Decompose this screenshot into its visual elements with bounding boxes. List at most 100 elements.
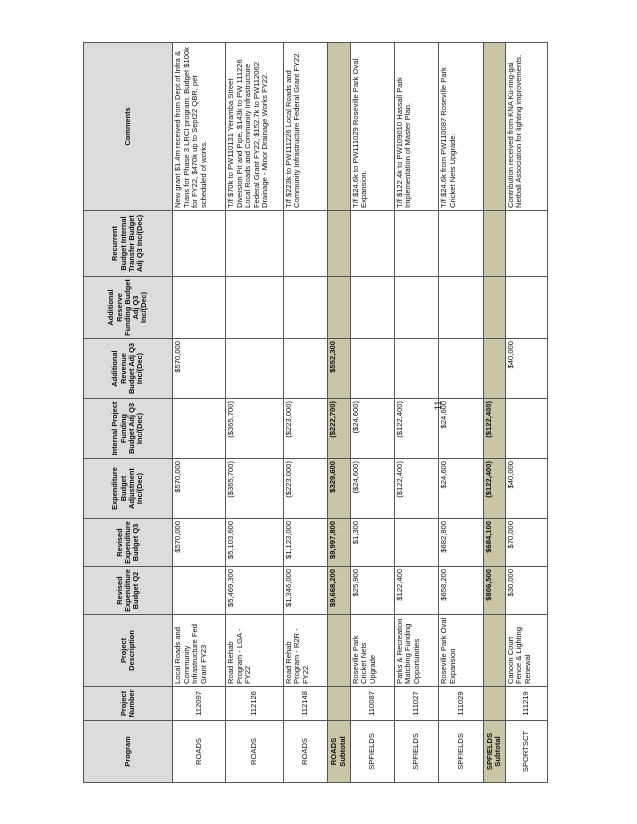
cell-expenditure-adjustment: $40,000 bbox=[505, 458, 548, 519]
cell-comments bbox=[483, 42, 506, 211]
cell-comments: Contribution received from KNA Ku-ring-g… bbox=[505, 42, 548, 211]
cell-expenditure-adjustment: ($223,000) bbox=[283, 458, 328, 519]
cell-additional-revenue bbox=[438, 338, 484, 399]
cell-additional-reserve bbox=[505, 276, 548, 339]
header-revised-q2: Revised Expenditure Budget Q2 bbox=[83, 566, 173, 615]
cell-project-description: Canoon Court Fence & Lighting Renewal bbox=[505, 614, 548, 687]
header-internal-project-funding: Internal Project Funding Budget Adj Q3 I… bbox=[83, 398, 173, 459]
table-row: SPFIELDS 111027 Parks & Recreation Matchin… bbox=[394, 42, 439, 783]
cell-internal-project-funding: ($122,400) bbox=[483, 398, 506, 459]
cell-project-description: Roseville Park Oval Expansion bbox=[438, 614, 484, 687]
cell-revised-q3: $570,000 bbox=[172, 518, 226, 567]
cell-recurrent-budget bbox=[350, 210, 395, 277]
cell-expenditure-adjustment: $570,000 bbox=[172, 458, 226, 519]
header-project-description: Project Description bbox=[83, 614, 173, 687]
cell-expenditure-adjustment: $329,600 bbox=[327, 458, 350, 519]
cell-expenditure-adjustment: ($365,700) bbox=[225, 458, 284, 519]
cell-project-number: 110087 bbox=[350, 686, 395, 721]
header-revised-q3: Revised Expenditure Budget Q3 bbox=[83, 518, 173, 567]
cell-additional-revenue bbox=[483, 338, 506, 399]
cell-comments: T/f $122.4k to PW109010 Hassall Park Imp… bbox=[394, 42, 439, 211]
table-row: ROADS 112126 Road Rehab Program - LGA - FY… bbox=[225, 42, 284, 783]
cell-program: ROADS bbox=[172, 720, 226, 783]
cell-additional-reserve bbox=[225, 276, 284, 339]
cell-additional-reserve bbox=[172, 276, 226, 339]
table-row: SPORTSCT 111219 Canoon Court Fence & Light… bbox=[505, 42, 548, 783]
table-row: SPFIELDS 110087 Roseville Park Cricket Net… bbox=[350, 42, 395, 783]
cell-internal-project-funding: ($365,700) bbox=[225, 398, 284, 459]
cell-program: SPFIELDS bbox=[350, 720, 395, 783]
cell-revised-q3: $682,800 bbox=[438, 518, 484, 567]
cell-additional-revenue: $552,300 bbox=[327, 338, 350, 399]
cell-recurrent-budget bbox=[327, 210, 350, 277]
cell-expenditure-adjustment: ($122,400) bbox=[394, 458, 439, 519]
cell-additional-revenue bbox=[394, 338, 439, 399]
cell-revised-q2: $1,346,000 bbox=[283, 566, 328, 615]
header-additional-revenue: Additional Revenue Budget Adj Q3 Inc/(De… bbox=[83, 338, 173, 399]
cell-comments: New grant $1.4m received from Dept of In… bbox=[172, 42, 226, 211]
cell-additional-reserve bbox=[483, 276, 506, 339]
cell-program: SPFIELDS bbox=[438, 720, 484, 783]
header-expenditure-adjustment: Expenditure Budget Adjustment Inc/(Dec) bbox=[83, 458, 173, 519]
subtotal-row: SPFIELDS Subtotal $806,500 $684,100 ($122,4… bbox=[483, 42, 506, 783]
header-comments: Comments bbox=[83, 42, 173, 211]
cell-expenditure-adjustment: $24,600 bbox=[438, 458, 484, 519]
cell-revised-q2: $122,400 bbox=[394, 566, 439, 615]
cell-project-description: Roseville Park Cricket Nets Upgrade bbox=[350, 614, 395, 687]
cell-internal-project-funding bbox=[172, 398, 226, 459]
cell-revised-q2: $30,000 bbox=[505, 566, 548, 615]
cell-program: SPFIELDS bbox=[394, 720, 439, 783]
cell-additional-reserve bbox=[327, 276, 350, 339]
cell-revised-q3: $5,103,600 bbox=[225, 518, 284, 567]
cell-additional-revenue: $570,000 bbox=[172, 338, 226, 399]
cell-recurrent-budget bbox=[283, 210, 328, 277]
cell-program: ROADS bbox=[225, 720, 284, 783]
cell-project-number: 112126 bbox=[225, 686, 284, 721]
cell-revised-q3: $9,997,800 bbox=[327, 518, 350, 567]
cell-additional-reserve bbox=[283, 276, 328, 339]
cell-expenditure-adjustment: ($122,400) bbox=[483, 458, 506, 519]
cell-additional-reserve bbox=[350, 276, 395, 339]
cell-project-number bbox=[327, 686, 350, 721]
cell-revised-q3: $70,000 bbox=[505, 518, 548, 567]
cell-recurrent-budget bbox=[505, 210, 548, 277]
cell-comments: T/f $24.6k to PW111029 Roseville Park Ov… bbox=[350, 42, 395, 211]
cell-additional-reserve bbox=[394, 276, 439, 339]
cell-comments: T/f $223k to PW111226 Local Roads and Co… bbox=[283, 42, 328, 211]
cell-revised-q3: $684,100 bbox=[483, 518, 506, 567]
cell-recurrent-budget bbox=[394, 210, 439, 277]
cell-expenditure-adjustment: ($24,600) bbox=[350, 458, 395, 519]
cell-revised-q2 bbox=[172, 566, 226, 615]
table-row: ROADS 112097 Local Roads and Community Inf… bbox=[172, 42, 226, 783]
cell-revised-q3: $1,300 bbox=[350, 518, 395, 567]
cell-internal-project-funding: $24,600 bbox=[438, 398, 484, 459]
header-project-number: Project Number bbox=[83, 686, 173, 721]
cell-comments: T/f $24.6k from PW110087 Roseville Park … bbox=[438, 42, 484, 211]
cell-recurrent-budget bbox=[438, 210, 484, 277]
cell-revised-q3 bbox=[394, 518, 439, 567]
cell-revised-q2: $5,469,300 bbox=[225, 566, 284, 615]
subtotal-row: ROADS Subtotal $9,668,200 $9,997,800 $329,6… bbox=[327, 42, 350, 783]
cell-comments bbox=[327, 42, 350, 211]
header-row: Program Project Number Project Descripti… bbox=[83, 42, 173, 783]
cell-recurrent-budget bbox=[483, 210, 506, 277]
cell-internal-project-funding: ($24,600) bbox=[350, 398, 395, 459]
cell-program: ROADS bbox=[283, 720, 328, 783]
cell-comments: T/f $70k to PW110131 Yeramba Street Dive… bbox=[225, 42, 284, 211]
cell-program: SPORTSCT bbox=[505, 720, 548, 783]
cell-revised-q3: $1,123,000 bbox=[283, 518, 328, 567]
cell-additional-reserve bbox=[438, 276, 484, 339]
cell-project-number: 111027 bbox=[394, 686, 439, 721]
cell-recurrent-budget bbox=[225, 210, 284, 277]
cell-project-number: 111029 bbox=[438, 686, 484, 721]
page-number: 11 bbox=[433, 400, 443, 410]
cell-project-number: 112097 bbox=[172, 686, 226, 721]
cell-program: ROADS Subtotal bbox=[327, 720, 350, 783]
header-additional-reserve: Additional Reserve Funding Budget Adj Q3… bbox=[83, 276, 173, 339]
cell-project-number: 112148 bbox=[283, 686, 328, 721]
cell-revised-q2: $806,500 bbox=[483, 566, 506, 615]
cell-project-description: Local Roads and Community Infrastructure… bbox=[172, 614, 226, 687]
cell-additional-revenue bbox=[350, 338, 395, 399]
cell-project-description bbox=[327, 614, 350, 687]
table-body: ROADS 112097 Local Roads and Community Inf… bbox=[172, 42, 548, 783]
